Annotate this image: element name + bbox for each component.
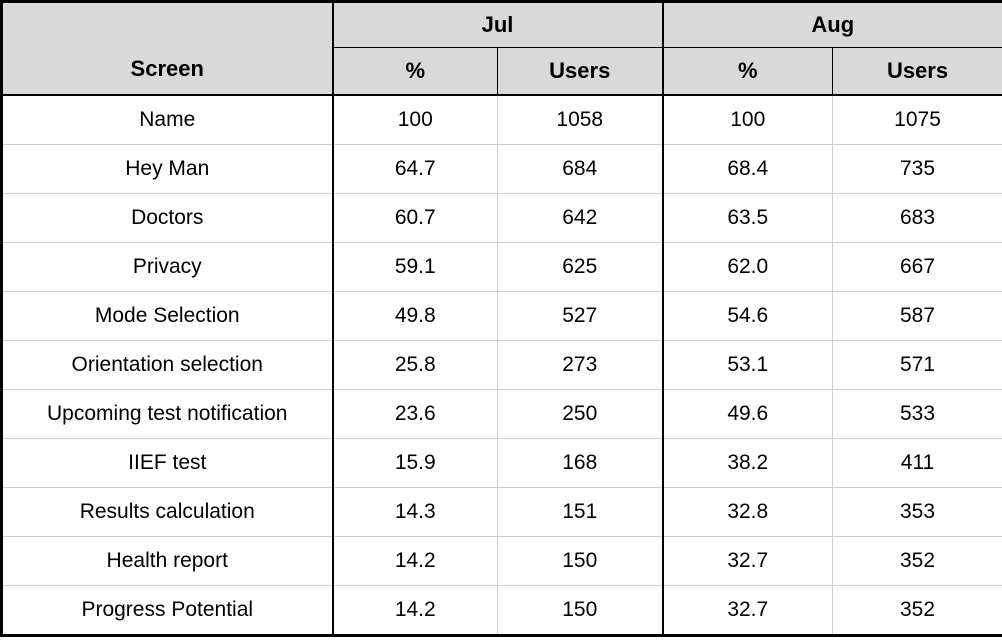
aug-percent-cell: 32.7	[661, 585, 834, 636]
aug-users-cell: 411	[832, 438, 1002, 488]
jul-percent-cell: 60.7	[331, 193, 498, 243]
aug-users-cell: 667	[832, 242, 1002, 292]
jul-users-cell: 168	[496, 438, 664, 488]
aug-users-cell: 571	[832, 340, 1002, 390]
screen-name-cell: Privacy	[1, 242, 333, 292]
screen-name-cell: Name	[1, 94, 333, 145]
aug-percent-cell: 54.6	[661, 291, 834, 341]
jul-percent-cell: 15.9	[331, 438, 498, 488]
table-row: Results calculation 14.3 151 32.8 353	[1, 487, 1002, 537]
sub-header-row: % Users % Users	[2, 47, 1002, 96]
screen-name-cell: Health report	[1, 536, 333, 586]
jul-percent-cell: 100	[331, 94, 498, 145]
jul-percent-cell: 49.8	[331, 291, 498, 341]
table-row: Upcoming test notification 23.6 250 49.6 533	[1, 389, 1002, 439]
jul-users-cell: 150	[496, 536, 664, 586]
column-header-jul-users: Users	[496, 47, 664, 96]
aug-percent-cell: 49.6	[661, 389, 834, 439]
screen-name-cell: IIEF test	[1, 438, 333, 488]
column-header-aug-users: Users	[832, 47, 1002, 96]
aug-users-cell: 683	[832, 193, 1002, 243]
jul-users-cell: 250	[496, 389, 664, 439]
group-header-row: Screen Jul Aug	[1, 1, 1002, 96]
jul-percent-cell: 25.8	[331, 340, 498, 390]
column-header-screen: Screen	[1, 1, 334, 96]
aug-percent-cell: 38.2	[661, 438, 834, 488]
screen-name-cell: Mode Selection	[1, 291, 333, 341]
aug-percent-cell: 32.8	[661, 487, 834, 537]
aug-users-cell: 352	[832, 585, 1002, 636]
table-row: Privacy 59.1 625 62.0 667	[1, 242, 1002, 292]
jul-users-cell: 273	[496, 340, 664, 390]
jul-users-cell: 642	[496, 193, 664, 243]
screen-name-cell: Orientation selection	[1, 340, 333, 390]
aug-users-cell: 735	[832, 144, 1002, 194]
aug-users-cell: 352	[832, 536, 1002, 586]
jul-percent-cell: 64.7	[331, 144, 498, 194]
table-row: Hey Man 64.7 684 68.4 735	[1, 144, 1002, 194]
aug-percent-cell: 32.7	[661, 536, 834, 586]
aug-percent-cell: 63.5	[661, 193, 834, 243]
aug-users-cell: 533	[832, 389, 1002, 439]
table-row: Name 100 1058 100 1075	[1, 94, 1002, 145]
screen-name-cell: Progress Potential	[1, 585, 333, 636]
table-header: Screen Jul Aug % Users % Users	[1, 1, 1002, 96]
jul-users-cell: 684	[496, 144, 664, 194]
aug-percent-cell: 53.1	[661, 340, 834, 390]
aug-users-cell: 1075	[832, 94, 1002, 145]
aug-percent-cell: 68.4	[661, 144, 834, 194]
jul-users-cell: 527	[496, 291, 664, 341]
column-header-aug-percent: %	[661, 47, 834, 96]
jul-users-cell: 625	[496, 242, 664, 292]
table-row: Progress Potential 14.2 150 32.7 352	[1, 585, 1002, 636]
aug-percent-cell: 62.0	[661, 242, 834, 292]
table-body: Name 100 1058 100 1075 Hey Man 64.7 684 68.4 735 D…	[1, 94, 1002, 636]
column-group-aug: Aug	[661, 1, 1002, 48]
table-row: Mode Selection 49.8 527 54.6 587	[1, 291, 1002, 341]
jul-percent-cell: 59.1	[331, 242, 498, 292]
table-row: Health report 14.2 150 32.7 352	[1, 536, 1002, 586]
table-row: Doctors 60.7 642 63.5 683	[1, 193, 1002, 243]
jul-users-cell: 1058	[496, 94, 664, 145]
column-group-jul: Jul	[331, 1, 664, 48]
jul-users-cell: 150	[496, 585, 664, 636]
jul-percent-cell: 14.3	[331, 487, 498, 537]
aug-percent-cell: 100	[661, 94, 834, 145]
screen-name-cell: Results calculation	[1, 487, 333, 537]
screen-name-cell: Hey Man	[1, 144, 333, 194]
screen-name-cell: Doctors	[1, 193, 333, 243]
jul-users-cell: 151	[496, 487, 664, 537]
column-header-jul-percent: %	[331, 47, 498, 96]
table-row: Orientation selection 25.8 273 53.1 571	[1, 340, 1002, 390]
jul-percent-cell: 23.6	[331, 389, 498, 439]
aug-users-cell: 587	[832, 291, 1002, 341]
aug-users-cell: 353	[832, 487, 1002, 537]
table-row: IIEF test 15.9 168 38.2 411	[1, 438, 1002, 488]
jul-percent-cell: 14.2	[331, 585, 498, 636]
screen-name-cell: Upcoming test notification	[1, 389, 333, 439]
jul-percent-cell: 14.2	[331, 536, 498, 586]
